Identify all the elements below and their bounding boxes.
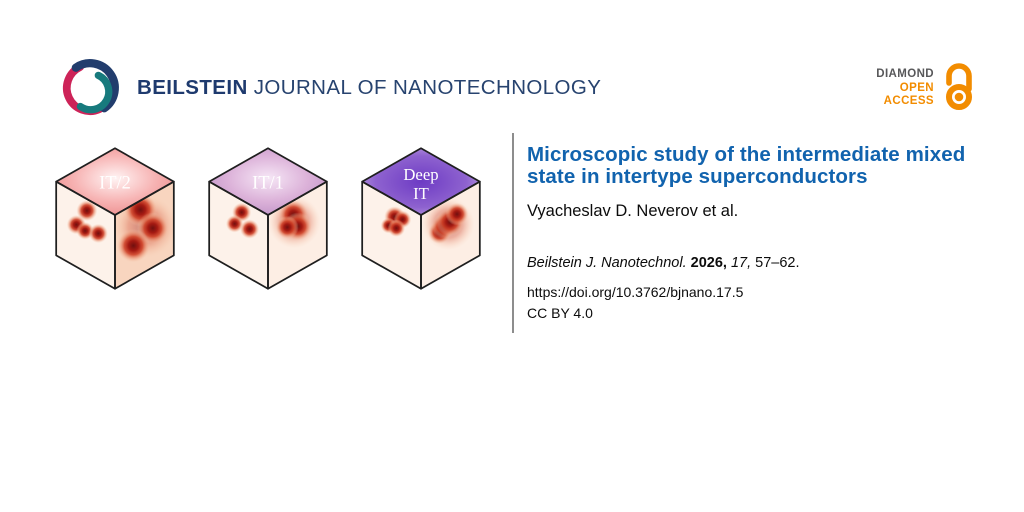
journal-header: BEILSTEIN JOURNAL OF NANOTECHNOLOGY	[56, 54, 601, 122]
vortex-dots-left-face	[380, 206, 412, 237]
cube-label-deep-it: IT	[413, 184, 429, 203]
cube-deep-it: Deep IT	[361, 147, 481, 290]
cube-label-deep: Deep	[403, 165, 438, 184]
vortex-blobs-right-face	[115, 193, 174, 263]
vortex-blobs-right-face	[268, 195, 321, 249]
badge-diamond-label: DIAMOND	[876, 68, 934, 80]
article-authors: Vyacheslav D. Neverov et al.	[527, 202, 739, 220]
article-info: Microscopic study of the intermediate mi…	[527, 143, 997, 322]
citation-pages: 57–62.	[755, 255, 800, 271]
journal-name: BEILSTEIN JOURNAL OF NANOTECHNOLOGY	[137, 76, 601, 100]
journal-name-rest: JOURNAL OF NANOTECHNOLOGY	[253, 76, 602, 99]
beilstein-swirl-logo-icon	[62, 59, 119, 116]
citation-volume: 17,	[730, 255, 752, 271]
journal-name-beilstein: BEILSTEIN	[137, 76, 248, 99]
article-citation: Beilstein J. Nanotechnol. 2026, 17, 57–6…	[527, 255, 997, 271]
badge-access-label: ACCESS	[883, 95, 934, 107]
vortex-dots-left-face	[225, 202, 260, 239]
article-doi: https://doi.org/10.3762/bjnano.17.5	[527, 284, 744, 300]
cube-label-it1: IT/1	[252, 173, 284, 193]
vertical-divider	[512, 133, 514, 333]
vortex-dots-left-face	[66, 200, 108, 244]
citation-year: 2026,	[690, 255, 727, 271]
open-access-badge-text: DIAMOND OPEN ACCESS	[868, 68, 934, 109]
open-access-lock-icon	[946, 63, 972, 110]
cube-it1: IT/1	[208, 147, 328, 290]
badge-open-label: OPEN	[899, 81, 934, 94]
citation-journal-abbrev: Beilstein J. Nanotechnol.	[527, 255, 687, 271]
cube-it2: IT/2	[55, 147, 175, 290]
vortex-blobs-right-face	[421, 197, 475, 251]
diamond-open-access-badge: DIAMOND OPEN ACCESS	[868, 60, 978, 112]
cube-label-it2: IT/2	[99, 173, 131, 193]
article-license: CC BY 4.0	[527, 305, 593, 321]
article-title: Microscopic study of the intermediate mi…	[527, 143, 966, 188]
